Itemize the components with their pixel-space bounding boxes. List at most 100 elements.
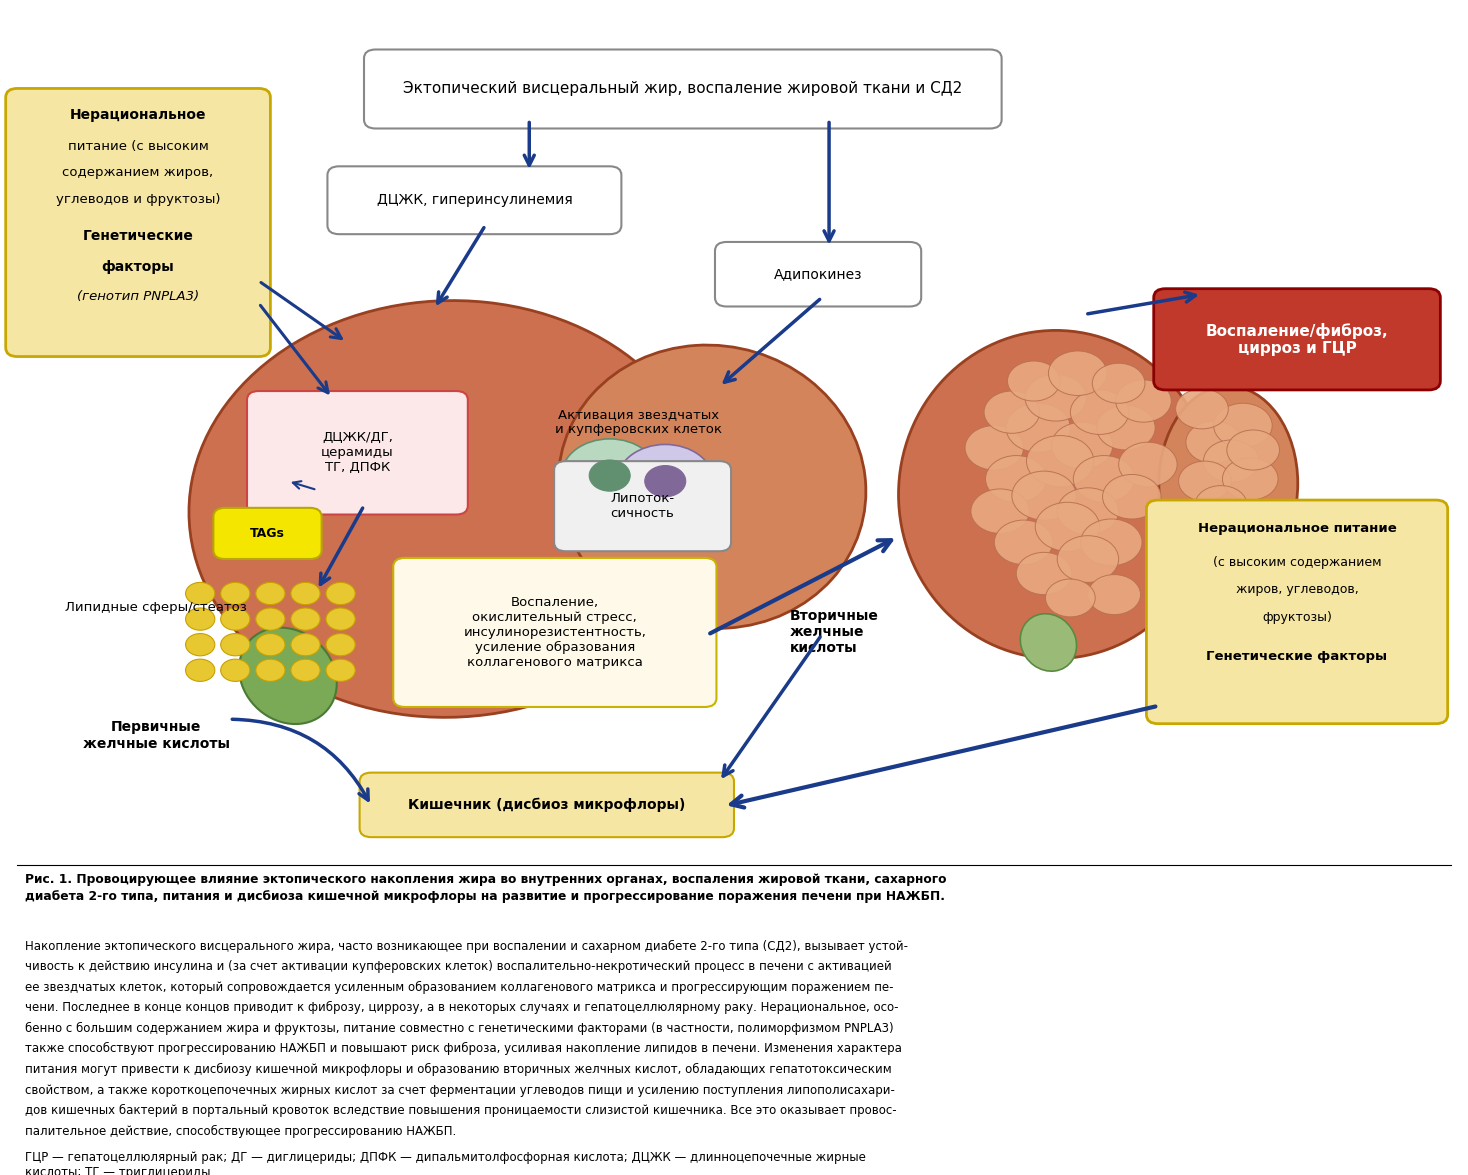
Circle shape	[291, 583, 320, 605]
Circle shape	[1048, 351, 1107, 396]
FancyBboxPatch shape	[247, 391, 468, 515]
FancyBboxPatch shape	[327, 167, 621, 234]
Circle shape	[1186, 421, 1242, 463]
Circle shape	[1057, 536, 1119, 583]
Text: (с высоким содержанием: (с высоким содержанием	[1213, 556, 1381, 569]
Circle shape	[1204, 439, 1260, 482]
Ellipse shape	[898, 330, 1213, 659]
Circle shape	[617, 444, 713, 518]
Circle shape	[1006, 403, 1070, 452]
Circle shape	[1080, 519, 1142, 565]
Circle shape	[291, 633, 320, 656]
Circle shape	[220, 607, 250, 630]
Circle shape	[1025, 375, 1086, 421]
Circle shape	[964, 425, 1023, 470]
FancyBboxPatch shape	[553, 461, 731, 551]
Circle shape	[1007, 361, 1060, 401]
Text: Генетические: Генетические	[82, 229, 194, 242]
Text: содержанием жиров,: содержанием жиров,	[63, 167, 214, 180]
FancyBboxPatch shape	[1154, 289, 1440, 390]
Text: Кишечник (дисбиоз микрофлоры): Кишечник (дисбиоз микрофлоры)	[408, 798, 686, 812]
Circle shape	[1102, 475, 1161, 519]
Text: питания могут привести к дисбиозу кишечной микрофлоры и образованию вторичных же: питания могут привести к дисбиозу кишечн…	[25, 1063, 891, 1076]
Circle shape	[185, 607, 214, 630]
FancyBboxPatch shape	[364, 49, 1001, 128]
Text: Эктопический висцеральный жир, воспаление жировой ткани и СД2: Эктопический висцеральный жир, воспалени…	[404, 81, 963, 96]
Circle shape	[1195, 485, 1248, 525]
Circle shape	[255, 659, 285, 682]
Circle shape	[985, 456, 1047, 502]
Circle shape	[326, 659, 355, 682]
Circle shape	[220, 583, 250, 605]
Text: также способствуют прогрессированию НАЖБП и повышают риск фиброза, усиливая нако: также способствуют прогрессированию НАЖБ…	[25, 1042, 901, 1055]
Text: бенно с большим содержанием жира и фруктозы, питание совместно с генетическими ф: бенно с большим содержанием жира и фрукт…	[25, 1022, 894, 1035]
Circle shape	[326, 583, 355, 605]
Text: чивость к действию инсулина и (за счет активации купферовских клеток) воспалител: чивость к действию инсулина и (за счет а…	[25, 960, 891, 973]
Circle shape	[326, 633, 355, 656]
Circle shape	[1214, 403, 1273, 448]
Text: Вторичные
желчные
кислоты: Вторичные желчные кислоты	[790, 609, 878, 656]
FancyBboxPatch shape	[393, 558, 716, 707]
Circle shape	[561, 439, 658, 512]
Ellipse shape	[1020, 613, 1076, 671]
Circle shape	[326, 607, 355, 630]
Text: Адипокинез: Адипокинез	[774, 267, 862, 281]
Circle shape	[1227, 430, 1280, 470]
Text: Нерациональное питание: Нерациональное питание	[1198, 523, 1396, 536]
Text: Активация звездчатых
и купферовских клеток: Активация звездчатых и купферовских клет…	[555, 408, 722, 436]
Text: Липидные сферы/стеатоз: Липидные сферы/стеатоз	[66, 602, 247, 615]
Circle shape	[1011, 471, 1076, 521]
FancyBboxPatch shape	[6, 88, 270, 356]
Circle shape	[291, 607, 320, 630]
FancyBboxPatch shape	[360, 773, 734, 837]
Circle shape	[984, 391, 1039, 434]
Circle shape	[1045, 579, 1095, 617]
Ellipse shape	[189, 301, 709, 718]
Text: питание (с высоким: питание (с высоким	[68, 140, 208, 153]
Text: Липоток-
сичность: Липоток- сичность	[611, 492, 675, 521]
FancyBboxPatch shape	[213, 508, 321, 559]
Text: свойством, а также короткоцепочечных жирных кислот за счет ферментации углеводов: свойством, а также короткоцепочечных жир…	[25, 1083, 894, 1096]
Circle shape	[1092, 363, 1145, 403]
Circle shape	[1176, 389, 1229, 429]
Circle shape	[1116, 380, 1171, 422]
Circle shape	[220, 633, 250, 656]
Circle shape	[291, 659, 320, 682]
Ellipse shape	[558, 345, 866, 629]
Text: (генотип PNPLA3): (генотип PNPLA3)	[76, 290, 200, 303]
Circle shape	[220, 659, 250, 682]
Text: TAGs: TAGs	[250, 526, 285, 540]
Circle shape	[185, 659, 214, 682]
Circle shape	[185, 583, 214, 605]
Text: Воспаление,
окислительный стресс,
инсулинорезистентность,
усиление образования
к: Воспаление, окислительный стресс, инсули…	[464, 596, 646, 669]
Text: ДЦЖК/ДГ,
церамиды
ТГ, ДПФК: ДЦЖК/ДГ, церамиды ТГ, ДПФК	[321, 431, 393, 475]
Circle shape	[1179, 461, 1232, 502]
Circle shape	[1073, 456, 1135, 502]
Circle shape	[970, 489, 1029, 533]
Circle shape	[1035, 502, 1100, 551]
Text: Воспаление/фиброз,
цирроз и ГЦР: Воспаление/фиброз, цирроз и ГЦР	[1205, 323, 1389, 356]
Text: ДЦЖК, гиперинсулинемия: ДЦЖК, гиперинсулинемия	[376, 193, 573, 207]
Circle shape	[1070, 390, 1129, 435]
Circle shape	[1016, 552, 1072, 595]
FancyBboxPatch shape	[715, 242, 922, 307]
Text: Нерациональное: Нерациональное	[70, 108, 207, 122]
Text: углеводов и фруктозы): углеводов и фруктозы)	[56, 193, 220, 206]
Circle shape	[255, 607, 285, 630]
Circle shape	[1223, 458, 1279, 501]
Ellipse shape	[239, 627, 336, 724]
Text: ее звездчатых клеток, который сопровождается усиленным образованием коллагеновог: ее звездчатых клеток, который сопровожда…	[25, 981, 893, 994]
Circle shape	[1051, 422, 1113, 469]
Circle shape	[1097, 405, 1155, 450]
Text: Рис. 1. Провоцирующее влияние эктопического накопления жира во внутренних органа: Рис. 1. Провоцирующее влияние эктопическ…	[25, 873, 947, 902]
Circle shape	[1057, 488, 1119, 535]
Circle shape	[589, 459, 630, 491]
Circle shape	[1026, 436, 1094, 486]
FancyBboxPatch shape	[1147, 501, 1447, 724]
Text: палительное действие, способствующее прогрессированию НАЖБП.: палительное действие, способствующее про…	[25, 1124, 457, 1137]
Circle shape	[1088, 575, 1141, 615]
Text: Генетические факторы: Генетические факторы	[1207, 650, 1387, 663]
Circle shape	[994, 521, 1053, 564]
Circle shape	[255, 583, 285, 605]
Text: чени. Последнее в конце концов приводит к фиброзу, циррозу, а в некоторых случая: чени. Последнее в конце концов приводит …	[25, 1001, 898, 1014]
